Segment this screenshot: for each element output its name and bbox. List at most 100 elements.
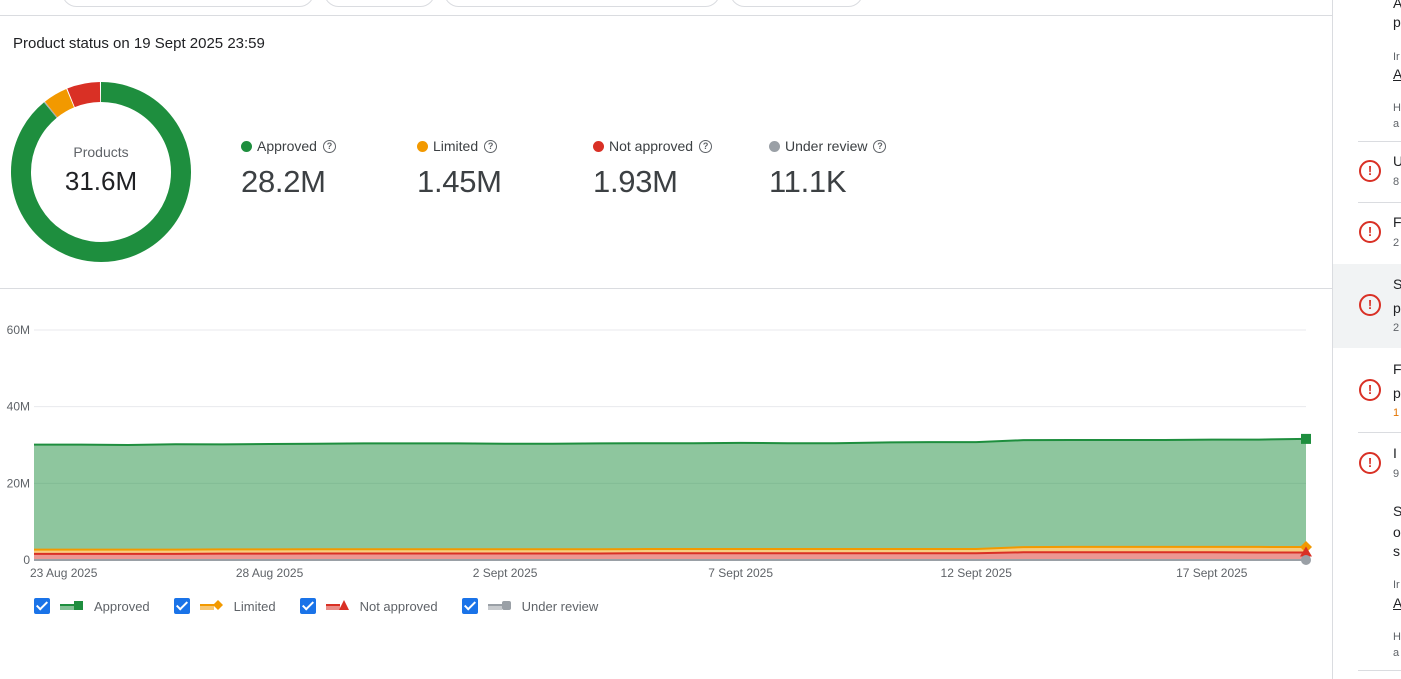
issue-count: 2 [1393, 322, 1400, 334]
issue-count: 8 [1393, 176, 1400, 188]
square-marker-icon [60, 601, 83, 610]
panel-text: A [1393, 0, 1401, 11]
not-approved-dot-icon [593, 140, 604, 152]
x-tick-label: 7 Sept 2025 [708, 566, 773, 580]
issue-title[interactable]: p [1393, 385, 1401, 401]
section-divider [0, 288, 1332, 289]
donut-slice-limited [44, 88, 75, 118]
alert-icon: ! [1359, 452, 1381, 474]
product-status-area-chart: 0 20M 40M 60M 23 Aug 2025 28 Aug 2025 2 Sept 2… [7, 323, 1312, 580]
stat-under-review: Under review ? 11.1K [769, 138, 887, 200]
panel-subtext: a [1393, 118, 1400, 130]
end-marker-under-review [1301, 554, 1311, 565]
chart-legend: Approved Limited Not approved Under revi… [34, 598, 622, 614]
help-icon[interactable]: ? [322, 139, 336, 153]
alert-icon: ! [1359, 294, 1381, 316]
x-tick-label: 17 Sept 2025 [1176, 566, 1248, 580]
issue-count: 2 [1393, 237, 1400, 249]
diamond-marker-icon [199, 600, 223, 610]
under-review-dot-icon [769, 140, 780, 152]
panel-link[interactable]: A [1393, 66, 1401, 82]
panel-divider [1358, 432, 1401, 433]
legend-item-approved[interactable]: Approved [34, 598, 150, 614]
help-icon[interactable]: ? [484, 139, 498, 153]
end-marker-not-approved [1300, 546, 1312, 557]
donut-slice-not-approved [67, 82, 101, 108]
top-divider [0, 15, 1332, 16]
panel-link[interactable]: A [1393, 595, 1401, 611]
stat-limited: Limited ? 1.45M [417, 138, 502, 200]
circle-marker-icon [487, 601, 511, 610]
panel-divider [1358, 141, 1401, 142]
panel-subtext: a [1393, 647, 1400, 659]
product-status-title: Product status on 19 Sept 2025 23:59 [13, 35, 265, 52]
panel-subtext: H [1393, 631, 1401, 643]
donut-total: 31.6M [64, 166, 138, 196]
panel-divider [1358, 202, 1401, 203]
x-tick-label: 12 Sept 2025 [941, 566, 1013, 580]
stat-value: 1.93M [593, 164, 678, 199]
approved-dot-icon [241, 140, 252, 152]
stat-label: Approved [257, 138, 317, 154]
y-tick-label: 20M [7, 476, 30, 490]
legend-label: Under review [521, 598, 599, 614]
checkbox-checked-icon[interactable] [461, 598, 478, 614]
alert-icon: ! [1359, 221, 1381, 243]
x-tick-label: 28 Aug 2025 [236, 566, 304, 580]
stat-label: Not approved [609, 138, 694, 154]
issue-title[interactable]: I [1393, 445, 1397, 461]
stat-value: 28.2M [241, 164, 326, 199]
issues-side-panel: A p Ir A H a ! U 8 ! F 2 ! S p 2 ! F p 1… [1332, 0, 1401, 679]
line-limited [34, 545, 1307, 551]
issue-title[interactable]: U [1393, 153, 1401, 169]
legend-label: Approved [94, 598, 150, 614]
y-tick-label: 40M [7, 400, 30, 414]
panel-divider [1358, 670, 1401, 671]
area-approved [34, 438, 1306, 550]
issue-title[interactable]: F [1393, 361, 1401, 377]
help-icon[interactable]: ? [873, 139, 887, 153]
checkbox-checked-icon[interactable] [34, 598, 50, 614]
stat-not-approved: Not approved ? 1.93M [593, 138, 713, 200]
alert-icon: ! [1359, 160, 1381, 182]
legend-label: Not approved [359, 598, 438, 614]
products-donut-chart [11, 82, 191, 262]
limited-dot-icon [417, 140, 428, 152]
y-tick-label: 0 [23, 553, 30, 567]
line-approved [34, 437, 1307, 446]
stat-label: Under review [785, 138, 868, 154]
filter-chip-3[interactable] [444, 0, 720, 7]
checkbox-checked-icon[interactable] [173, 598, 190, 614]
panel-subtext: H [1393, 102, 1401, 114]
issue-count: 9 [1393, 468, 1400, 480]
x-tick-label: 2 Sept 2025 [473, 566, 538, 580]
alert-icon: ! [1359, 379, 1381, 401]
y-tick-label: 60M [7, 323, 30, 337]
issue-title[interactable]: S [1393, 276, 1401, 292]
legend-item-under-review[interactable]: Under review [461, 598, 599, 614]
stat-approved: Approved ? 28.2M [241, 138, 336, 200]
legend-item-limited[interactable]: Limited [173, 598, 276, 614]
issue-count: 1 [1393, 407, 1400, 419]
x-tick-label: 23 Aug 2025 [30, 566, 98, 580]
help-icon[interactable]: ? [699, 139, 713, 153]
stat-value: 11.1K [769, 164, 847, 199]
issue-title[interactable]: p [1393, 300, 1401, 316]
panel-subtext: Ir [1393, 51, 1400, 63]
donut-label: Products [73, 144, 129, 160]
filter-chip-4[interactable] [730, 0, 863, 7]
stat-label: Limited [433, 138, 479, 154]
panel-text: o [1393, 524, 1401, 540]
legend-label: Limited [233, 598, 276, 614]
stat-value: 1.45M [417, 164, 502, 199]
donut-arcs [11, 82, 191, 262]
panel-text: p [1393, 14, 1401, 30]
panel-subtext: Ir [1393, 579, 1400, 591]
filter-chip-2[interactable] [324, 0, 435, 7]
filter-chip-1[interactable] [62, 0, 314, 7]
legend-item-not-approved[interactable]: Not approved [299, 598, 438, 614]
donut-slice-approved [11, 82, 191, 262]
checkbox-checked-icon[interactable] [299, 598, 316, 614]
line-not-approved [34, 551, 1307, 555]
issue-title[interactable]: F [1393, 214, 1401, 230]
